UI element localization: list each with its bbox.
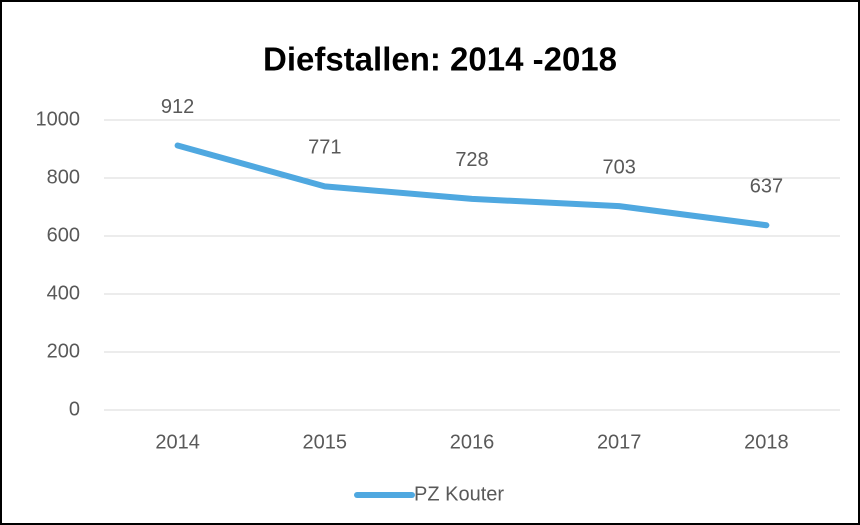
legend-label: PZ Kouter xyxy=(414,483,504,505)
x-tick-label: 2015 xyxy=(303,431,348,453)
chart-title: Diefstallen: 2014 -2018 xyxy=(263,41,617,78)
data-label: 912 xyxy=(161,96,194,118)
x-tick-label: 2017 xyxy=(597,431,642,453)
y-tick-label: 800 xyxy=(47,166,80,188)
data-line xyxy=(174,142,770,229)
data-label: 771 xyxy=(308,137,341,159)
y-tick-label: 200 xyxy=(47,340,80,362)
y-tick-label: 0 xyxy=(69,398,80,420)
data-label: 637 xyxy=(750,176,783,198)
x-tick-label: 2018 xyxy=(744,431,789,453)
y-tick-label: 400 xyxy=(47,282,80,304)
x-tick-label: 2016 xyxy=(450,431,495,453)
x-tick-label: 2014 xyxy=(155,431,200,453)
y-tick-label: 1000 xyxy=(36,108,81,130)
y-tick-label: 600 xyxy=(47,224,80,246)
data-label: 703 xyxy=(603,156,636,178)
data-label: 728 xyxy=(455,149,488,171)
